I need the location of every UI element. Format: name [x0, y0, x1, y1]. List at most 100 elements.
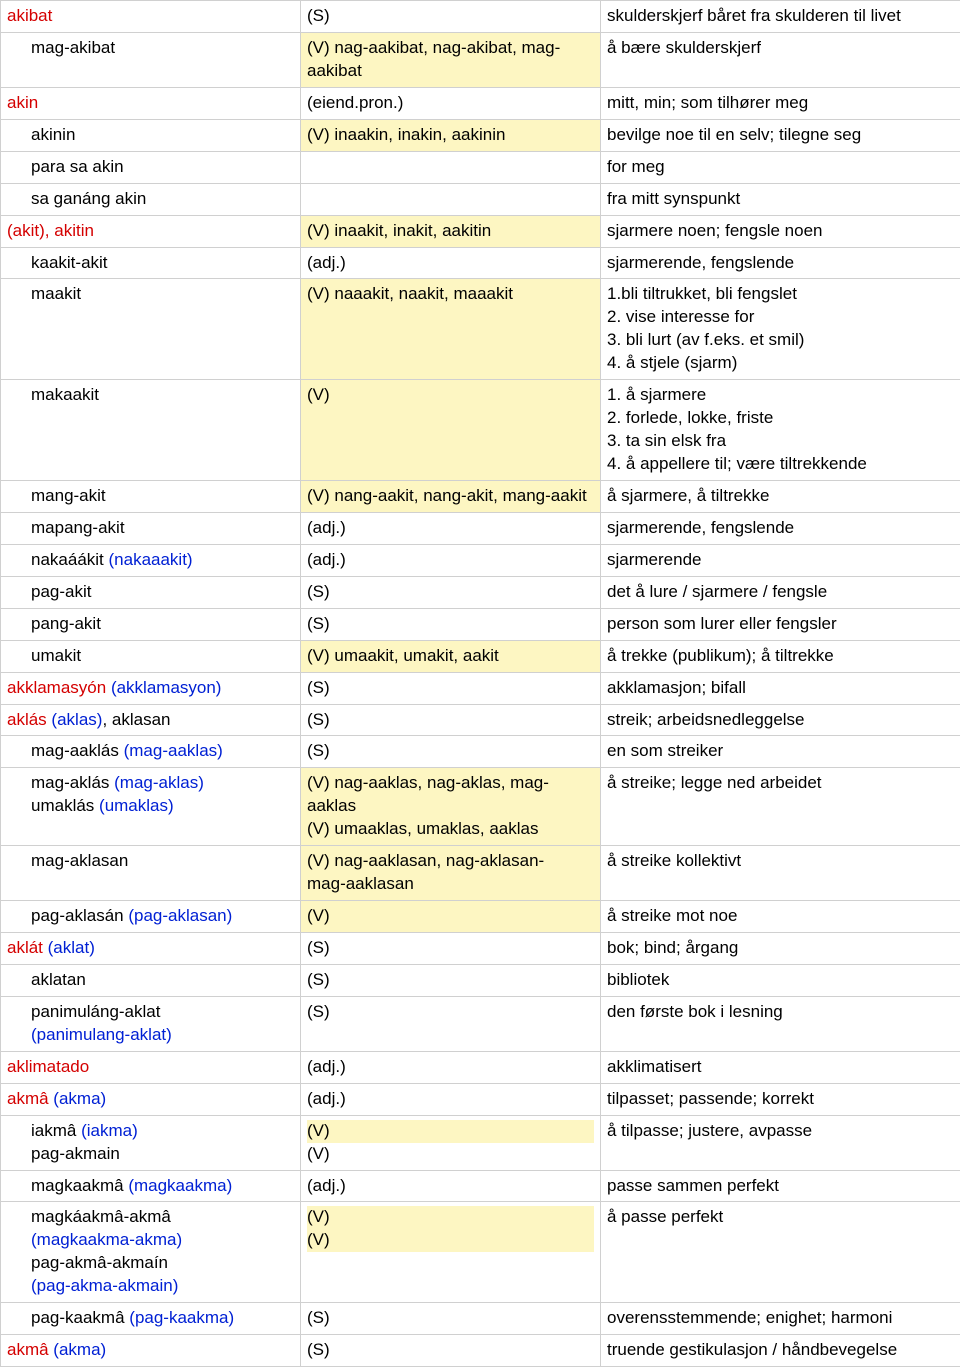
table-row: akmâ (akma)(adj.)tilpasset; passende; ko… [1, 1083, 960, 1115]
term-cell: panimuláng-aklat (panimulang-aklat) [1, 996, 301, 1051]
definition-cell: person som lurer eller fengsler [601, 608, 960, 640]
table-row: pag-kaakmâ (pag-kaakma)(S)overensstemmen… [1, 1303, 960, 1335]
definition-cell: akklamasjon; bifall [601, 672, 960, 704]
table-row: magkáakmâ-akmâ (magkaakma-akma) pag-akmâ… [1, 1202, 960, 1303]
term-cell: mang-akit [1, 480, 301, 512]
grammar-line: (V) [307, 1120, 594, 1143]
term-segment: pag-kaakmâ [31, 1308, 129, 1327]
term-cell: magkáakmâ-akmâ (magkaakma-akma) pag-akmâ… [1, 1202, 301, 1303]
term-text: mapang-akit [7, 517, 125, 540]
grammar-cell: (adj.) [301, 512, 601, 544]
alt-spelling: (nakaaakit) [109, 550, 193, 569]
grammar-cell: (V) naaakit, naakit, maaakit [301, 279, 601, 380]
definition-cell: 1.bli tiltrukket, bli fengslet 2. vise i… [601, 279, 960, 380]
table-row: akinin(V) inaakin, inakin, aakininbevilg… [1, 119, 960, 151]
term-cell: (akit), akitin [1, 215, 301, 247]
term-cell: akmâ (akma) [1, 1335, 301, 1367]
grammar-cell: (S) [301, 704, 601, 736]
definition-cell: sjarmerende [601, 544, 960, 576]
definition-cell: tilpasset; passende; korrekt [601, 1083, 960, 1115]
term-cell: pang-akit [1, 608, 301, 640]
term-cell: akklamasyón (akklamasyon) [1, 672, 301, 704]
headword: , [45, 221, 54, 240]
grammar-cell: (eiend.pron.) [301, 87, 601, 119]
term-segment: pag-akmain [31, 1144, 120, 1163]
table-row: iakmâ (iakma) pag-akmain(V)(V)å tilpasse… [1, 1115, 960, 1170]
term-text: pang-akit [7, 613, 101, 636]
grammar-cell: (S) [301, 672, 601, 704]
term-text: akinin [7, 124, 75, 147]
term-segment: mag-aaklás [31, 741, 124, 760]
grammar-cell: (adj.) [301, 247, 601, 279]
term-cell: aklimatado [1, 1051, 301, 1083]
definition-cell: å sjarmere, å tiltrekke [601, 480, 960, 512]
grammar-cell: (adj.) [301, 1170, 601, 1202]
definition-cell: sjarmerende, fengslende [601, 247, 960, 279]
grammar-cell: (adj.) [301, 544, 601, 576]
term-cell: sa ganáng akin [1, 183, 301, 215]
term-text: mag-aaklás (mag-aaklas) [7, 740, 223, 763]
term-segment: pag-akmâ-akmaín [31, 1253, 168, 1272]
table-row: nakaáákit (nakaaakit) (adj.)sjarmerende [1, 544, 960, 576]
term-segment: nakaáákit [31, 550, 109, 569]
table-row: kaakit-akit (adj.)sjarmerende, fengslende [1, 247, 960, 279]
term-cell: makaakit [1, 380, 301, 481]
term-text: mag-akibat [7, 37, 115, 60]
term-segment: pag-akit [31, 582, 91, 601]
term-text: aklimatado [7, 1057, 89, 1076]
definition-cell: en som streiker [601, 736, 960, 768]
grammar-cell: (V) nag-aaklasan, nag-aklasan- mag-aakla… [301, 846, 601, 901]
term-text: sa ganáng akin [7, 188, 146, 211]
definition-cell: overensstemmende; enighet; harmoni [601, 1303, 960, 1335]
definition-cell: bevilge noe til en selv; tilegne seg [601, 119, 960, 151]
term-cell: mag-akibat [1, 32, 301, 87]
term-segment: sa ganáng akin [31, 189, 146, 208]
grammar-cell: (V) (V) [301, 1202, 601, 1303]
table-row: para sa akinfor meg [1, 151, 960, 183]
term-text: iakmâ (iakma) pag-akmain [7, 1120, 138, 1166]
term-cell: mag-aklasan [1, 846, 301, 901]
term-text: umakit [7, 645, 81, 668]
table-row: (akit), akitin(V) inaakit, inakit, aakit… [1, 215, 960, 247]
term-text: makaakit [7, 384, 99, 407]
table-row: aklatan(S)bibliotek [1, 964, 960, 996]
table-row: akin(eiend.pron.)mitt, min; som tilhører… [1, 87, 960, 119]
alt-spelling: (akklamasyon) [111, 678, 222, 697]
term-text: kaakit-akit [7, 252, 108, 275]
definition-cell: å streike; legge ned arbeidet [601, 768, 960, 846]
term-segment: akinin [31, 125, 75, 144]
term-segment: mapang-akit [31, 518, 125, 537]
term-segment: makaakit [31, 385, 99, 404]
grammar-line: (V) [307, 1206, 594, 1229]
term-text: pag-akit [7, 581, 91, 604]
definition-cell: for meg [601, 151, 960, 183]
term-cell: aklát (aklat) [1, 933, 301, 965]
term-cell: akinin [1, 119, 301, 151]
table-row: akmâ (akma)(S)truende gestikulasjon / hå… [1, 1335, 960, 1367]
alt-spelling: (magkaakma-akma) [31, 1230, 182, 1249]
headword: akibat [7, 6, 52, 25]
definition-cell: den første bok i lesning [601, 996, 960, 1051]
term-text: akin [7, 93, 38, 112]
grammar-cell [301, 183, 601, 215]
grammar-cell: (adj.) [301, 1051, 601, 1083]
alt-spelling: (umaklas) [99, 796, 174, 815]
term-segment: umakit [31, 646, 81, 665]
term-text: mang-akit [7, 485, 106, 508]
table-row: mang-akit(V) nang-aakit, nang-akit, mang… [1, 480, 960, 512]
term-text: aklás (aklas), aklasan [7, 710, 170, 729]
definition-cell: sjarmerende, fengslende [601, 512, 960, 544]
definition-cell: streik; arbeidsnedleggelse [601, 704, 960, 736]
grammar-cell: (V)(V) [301, 1115, 601, 1170]
grammar-line: (V) [307, 1143, 594, 1166]
grammar-cell: (S) [301, 996, 601, 1051]
alt-spelling: (mag-aaklas) [124, 741, 223, 760]
grammar-line: (V) [307, 1229, 594, 1252]
headword: (akit) [7, 221, 45, 240]
term-segment: aklatan [31, 970, 86, 989]
alt-spelling: (iakma) [81, 1121, 138, 1140]
term-segment: mang-akit [31, 486, 106, 505]
term-cell: iakmâ (iakma) pag-akmain [1, 1115, 301, 1170]
table-row: mag-aklás (mag-aklas) umaklás (umaklas)(… [1, 768, 960, 846]
definition-cell: akklimatisert [601, 1051, 960, 1083]
